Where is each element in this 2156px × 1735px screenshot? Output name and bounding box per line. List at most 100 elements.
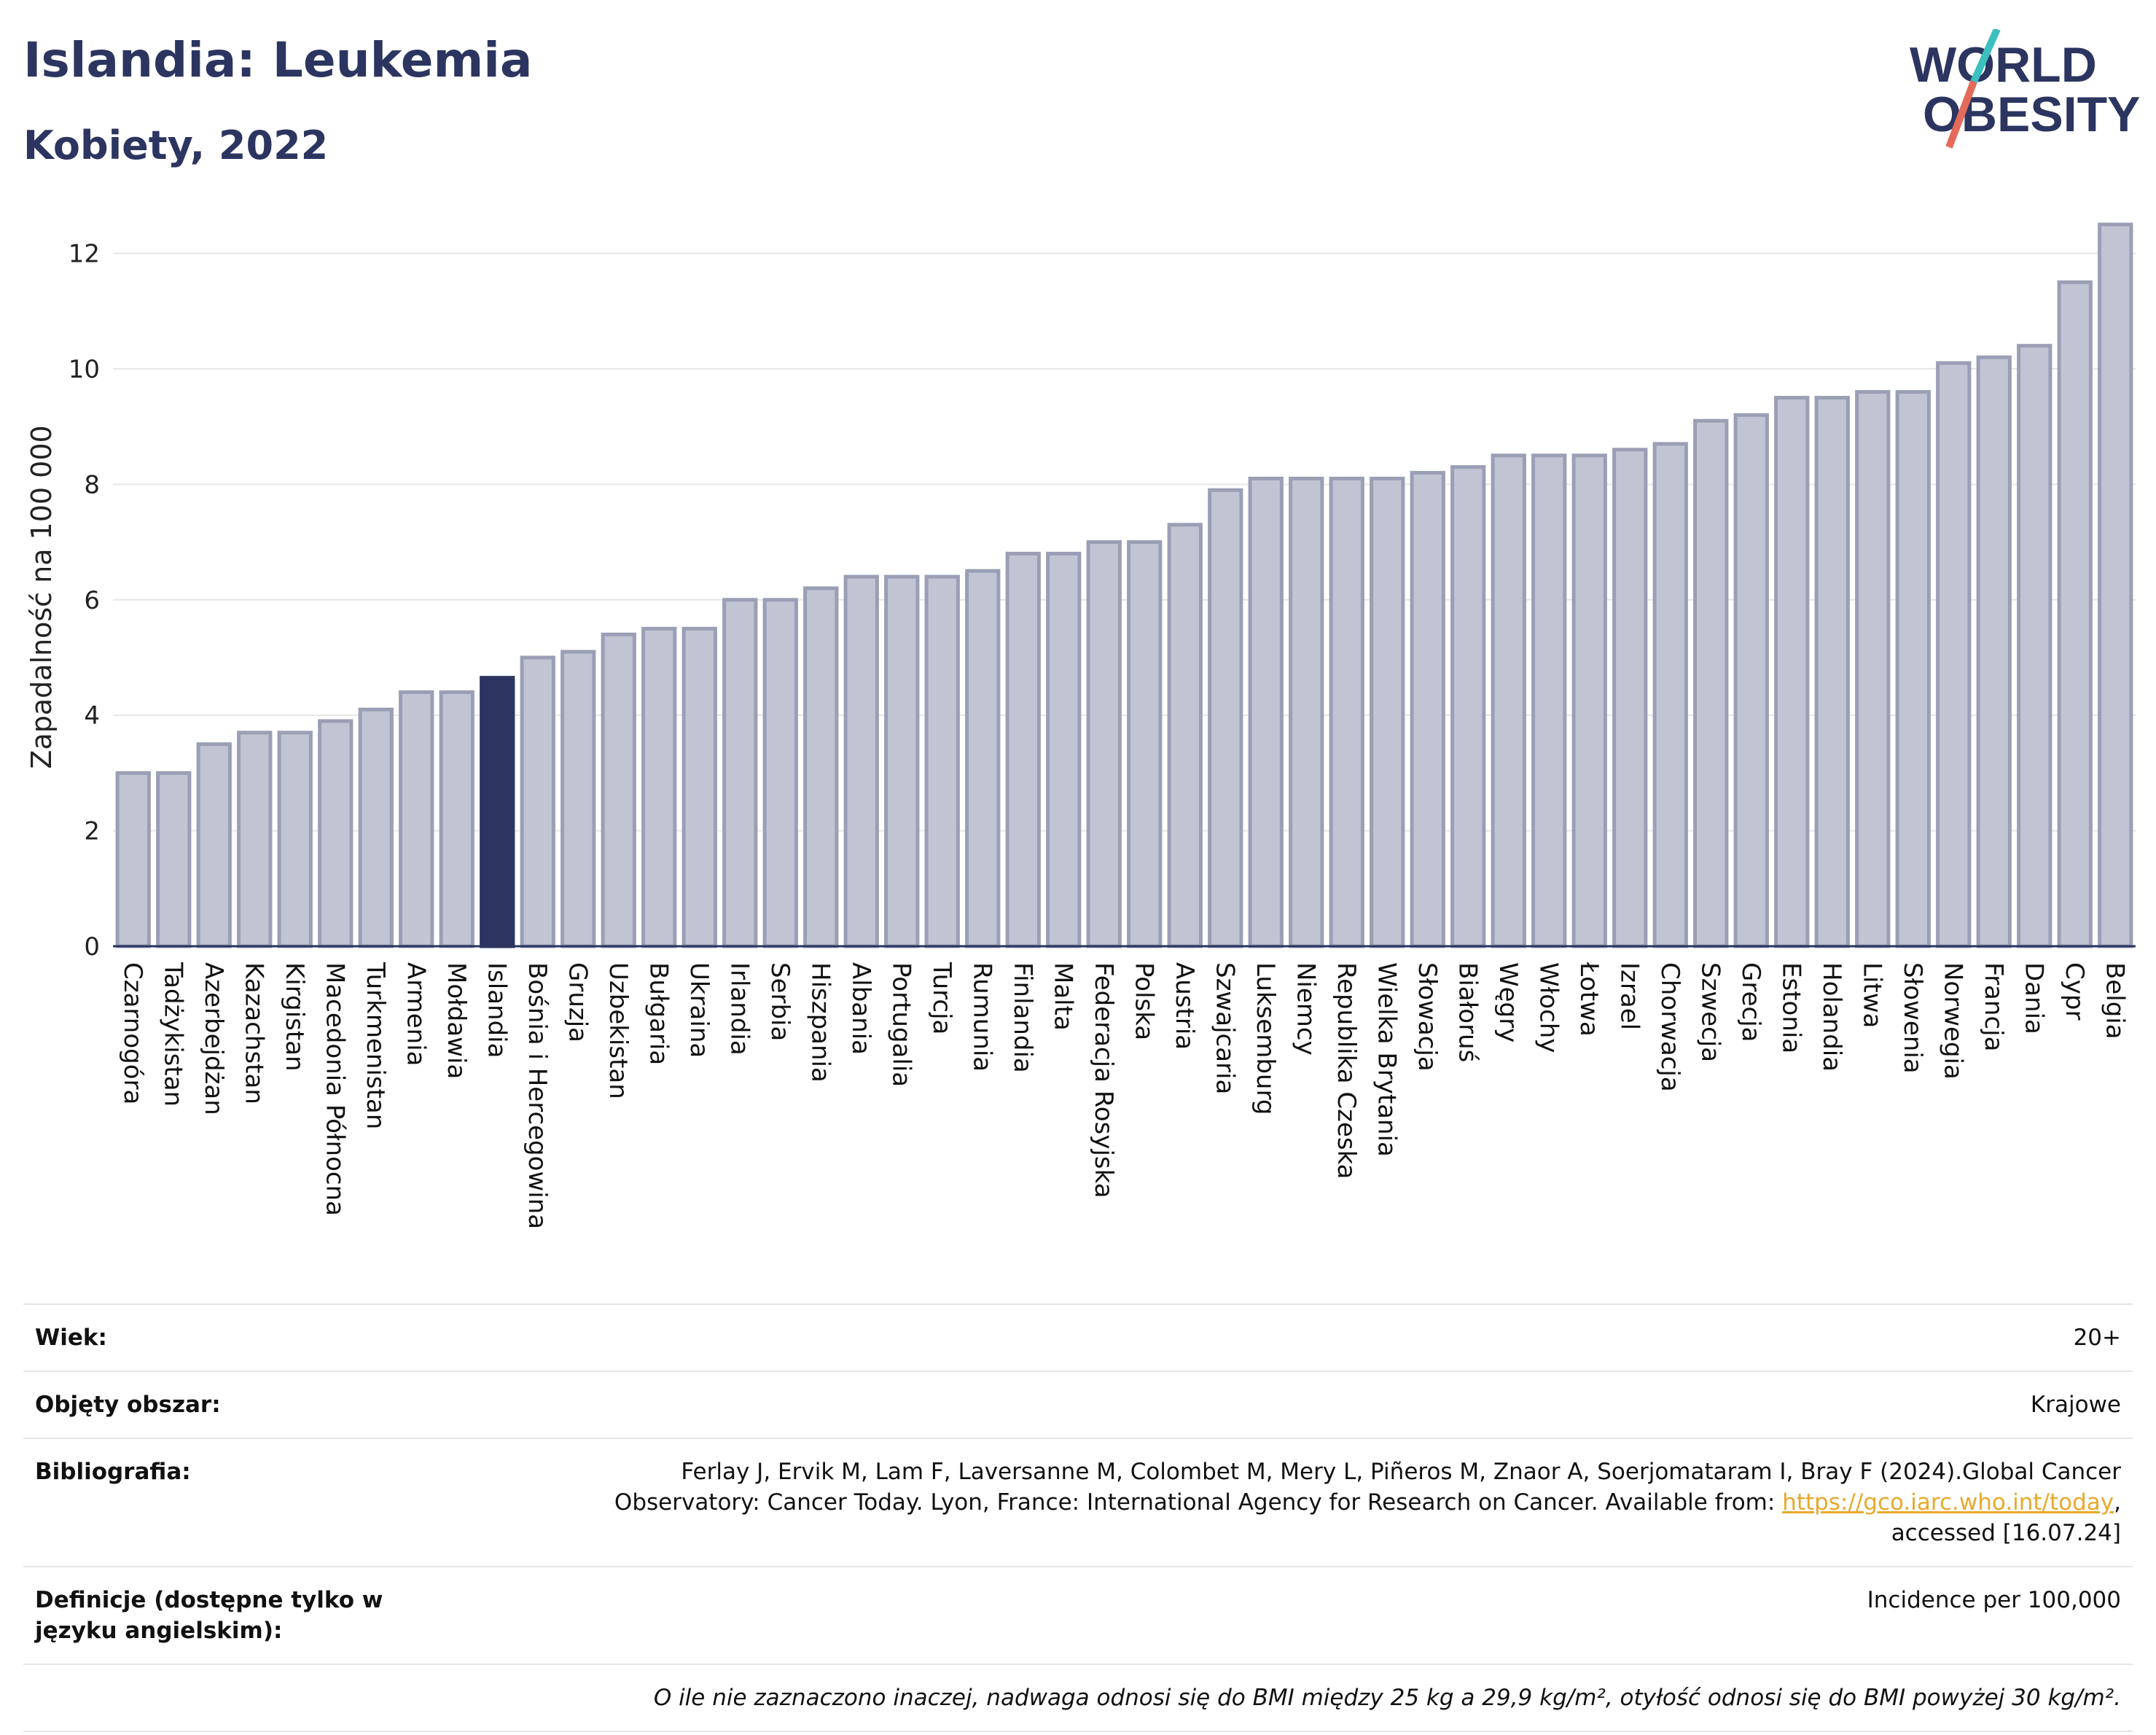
y-tick-label: 8 [84, 470, 100, 499]
world-obesity-logo: WORLD OBESITY [1910, 29, 2141, 149]
logo-world-text: WORLD [1910, 37, 2097, 93]
x-tick-label: Turcja [927, 962, 956, 1034]
bar [399, 690, 434, 948]
bibliography-line-1: Ferlay J, Ervik M, Lam F, Laversanne M, … [681, 1459, 2121, 1485]
bar [480, 676, 515, 948]
bar [1410, 471, 1445, 948]
x-tick-label: Luksemburg [1251, 962, 1280, 1115]
bar [803, 586, 839, 948]
bar [2057, 280, 2093, 948]
bibliography-label: Bibliografia: [35, 1459, 191, 1485]
x-tick-label: Bułgaria [644, 962, 673, 1065]
x-tick-label: Węgry [1493, 962, 1523, 1042]
bar [196, 742, 232, 948]
x-tick-label: Szwajcaria [1210, 962, 1239, 1094]
bar [1531, 453, 1567, 948]
area-value: Krajowe [2030, 1392, 2121, 1418]
x-tick-label: Albania [846, 962, 875, 1055]
info-table: Wiek: 20+ Objęty obszar: Krajowe Bibliog… [23, 1303, 2133, 1732]
bar [1895, 390, 1931, 948]
bar [762, 598, 798, 948]
x-tick-label: Dania [2019, 962, 2048, 1034]
bar [1652, 442, 1688, 948]
area-label: Objęty obszar: [35, 1392, 221, 1418]
bar [1571, 453, 1607, 948]
age-label: Wiek: [35, 1325, 107, 1351]
bar [884, 574, 920, 948]
x-tick-label: Szwecja [1695, 962, 1725, 1062]
x-tick-label: Holandia [1817, 962, 1846, 1072]
x-tick-label: Republika Czeska [1332, 962, 1361, 1180]
x-tick-label: Polska [1129, 962, 1158, 1040]
x-tick-label: Ukraina [684, 962, 714, 1058]
age-value: 20+ [2073, 1325, 2121, 1351]
bibliography-line-2: Observatory: Cancer Today. Lyon, France:… [614, 1489, 1783, 1516]
x-tick-label: Chorwacja [1655, 962, 1684, 1092]
bar [641, 626, 677, 948]
x-tick-label: Francja [1979, 962, 2008, 1051]
y-tick-label: 10 [69, 355, 100, 384]
bar [439, 690, 474, 948]
x-tick-label: Armenia [401, 962, 430, 1067]
x-tick-label: Macedonia Północna [320, 962, 349, 1216]
y-tick-label: 4 [84, 701, 100, 730]
bar [1733, 413, 1769, 948]
page-title: Islandia: Leukemia [23, 32, 533, 88]
x-tick-label: Grecja [1736, 962, 1765, 1042]
x-tick-label: Rumunia [967, 962, 996, 1072]
x-tick-label: Łotwa [1574, 962, 1604, 1037]
x-tick-label: Litwa [1857, 962, 1886, 1028]
x-tick-label: Federacja Rosyjska [1089, 962, 1118, 1198]
x-tick-label: Izrael [1614, 962, 1644, 1030]
x-tick-label: Mołdawia [442, 962, 471, 1079]
bmi-note: O ile nie zaznaczono inaczej, nadwaga od… [653, 1685, 2121, 1711]
x-tick-label: Turkmenistan [361, 962, 390, 1129]
x-tick-label: Bośnia i Hercegowina [523, 962, 552, 1229]
bar [277, 730, 313, 948]
x-tick-label: Słowacja [1413, 962, 1442, 1072]
x-tick-label: Portugalia [886, 962, 915, 1087]
info-row-area: Objęty obszar: Krajowe [23, 1371, 2133, 1438]
logo-slash-top [1970, 29, 2001, 84]
bar [358, 707, 394, 948]
info-row-age: Wiek: 20+ [23, 1303, 2133, 1371]
x-tick-label: Włochy [1534, 962, 1563, 1053]
bar [1855, 390, 1891, 948]
x-tick-label: Irlandia [724, 962, 754, 1056]
bar [1208, 488, 1243, 948]
info-row-note: O ile nie zaznaczono inaczej, nadwaga od… [23, 1664, 2133, 1732]
x-tick-label: Niemcy [1291, 962, 1320, 1056]
bar [1005, 551, 1041, 948]
bar [1289, 476, 1324, 948]
bar [1046, 551, 1082, 948]
bar [1086, 540, 1122, 948]
bibliography-link[interactable]: https://gco.iarc.who.int/today [1782, 1489, 2114, 1516]
x-tick-label: Cypr [2060, 962, 2089, 1020]
x-tick-label: Białoruś [1453, 962, 1482, 1062]
logo-slash-bottom [1945, 80, 1977, 149]
bar-chart: 0 2 4 6 8 10 12 Czarnogóra Tadżykistan Azerbejdż… [26, 222, 2136, 1229]
x-tick-label: Kazachstan [239, 962, 268, 1104]
info-row-definitions: Definicje (dostępne tylko w języku angie… [23, 1566, 2133, 1664]
x-tick-label: Hiszpania [805, 962, 835, 1083]
x-tick-label: Norwegia [1938, 962, 1967, 1080]
x-tick-label: Kirgistan [280, 962, 309, 1072]
bar [1167, 523, 1203, 948]
x-tick-label: Uzbekistan [604, 962, 633, 1099]
y-axis-title: Zapadalność na 100 000 [26, 425, 58, 768]
y-tick-label: 6 [84, 586, 100, 615]
x-tick-label: Austria [1170, 962, 1199, 1050]
page-subtitle: Kobiety, 2022 [23, 122, 329, 168]
bar [2017, 343, 2053, 948]
bar [1248, 476, 1284, 948]
definitions-label: Definicje (dostępne tylko w języku angie… [35, 1587, 383, 1644]
x-tick-label: Czarnogóra [118, 962, 147, 1104]
bibliography-value: Ferlay J, Ervik M, Lam F, Laversanne M, … [614, 1457, 2121, 1548]
x-tick-label: Gruzja [563, 962, 592, 1042]
x-tick-label: Serbia [765, 962, 794, 1041]
bar [1329, 476, 1364, 948]
bar [965, 569, 1001, 948]
y-axis-ticks: 0 2 4 6 8 10 12 [69, 240, 100, 962]
y-tick-label: 2 [84, 817, 100, 846]
bar [318, 719, 354, 948]
